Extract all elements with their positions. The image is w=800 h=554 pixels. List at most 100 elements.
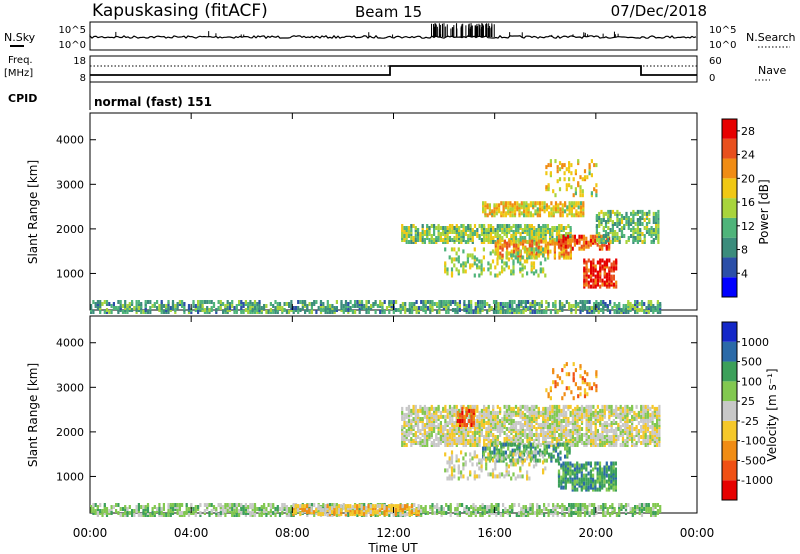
- power-cell: [623, 216, 626, 220]
- velocity-cell: [187, 507, 191, 511]
- power-cell: [512, 224, 515, 228]
- velocity-cell: [536, 450, 539, 455]
- power-cell: [183, 302, 186, 306]
- power-cell: [559, 201, 562, 206]
- velocity-cell: [451, 429, 454, 433]
- power-cell: [641, 214, 644, 218]
- power-cell: [176, 302, 179, 306]
- velocity-cell: [535, 417, 538, 421]
- power-cell: [532, 261, 536, 266]
- velocity-cell: [593, 511, 596, 515]
- power-cell: [539, 226, 543, 230]
- power-cell: [365, 304, 368, 308]
- velocity-cell: [489, 410, 493, 415]
- power-cell: [632, 232, 635, 236]
- power-cell: [537, 273, 540, 278]
- velocity-cell: [542, 417, 545, 421]
- power-cell: [435, 226, 438, 230]
- velocity-cell: [594, 425, 597, 429]
- velocity-cell: [376, 510, 379, 515]
- power-cell: [550, 201, 553, 206]
- velocity-cell: [508, 417, 511, 421]
- velocity-cell: [572, 511, 575, 515]
- velocity-cell: [509, 458, 512, 463]
- colorbar-frame: [721, 118, 738, 298]
- velocity-cell: [626, 419, 629, 423]
- power-cell: [520, 300, 523, 304]
- power-cell: [592, 268, 595, 273]
- power-cell: [472, 310, 475, 314]
- power-cell: [208, 308, 211, 312]
- power-cell: [570, 201, 573, 206]
- power-cell: [329, 308, 332, 312]
- velocity-cell: [467, 404, 470, 409]
- power-cell: [586, 306, 589, 310]
- velocity-cell: [442, 507, 445, 511]
- velocity-cell: [492, 509, 496, 513]
- velocity-cell: [523, 448, 526, 453]
- power-cell: [501, 253, 504, 258]
- velocity-cell: [656, 406, 659, 411]
- power-cell: [383, 310, 386, 314]
- velocity-cell: [383, 512, 386, 517]
- power-cell: [433, 302, 436, 306]
- power-cell: [625, 220, 628, 224]
- velocity-cell: [423, 435, 426, 439]
- velocity-cell: [420, 505, 423, 509]
- velocity-cell: [226, 503, 229, 507]
- velocity-cell: [546, 406, 549, 411]
- power-cell: [283, 302, 286, 306]
- velocity-cell: [444, 433, 447, 437]
- velocity-cell: [543, 503, 546, 507]
- power-cell: [561, 207, 564, 212]
- power-cell: [622, 304, 625, 308]
- velocity-cell: [530, 408, 533, 413]
- power-cell: [588, 300, 591, 304]
- power-cell: [532, 271, 536, 276]
- power-cell: [532, 253, 536, 258]
- velocity-cell: [131, 509, 134, 513]
- velocity-cell: [401, 410, 404, 415]
- power-cell: [105, 308, 109, 312]
- velocity-cell: [517, 511, 521, 515]
- power-cell: [131, 300, 134, 304]
- velocity-cell: [222, 505, 225, 509]
- velocity-cell: [574, 417, 577, 421]
- power-cell: [503, 239, 506, 244]
- power-cell: [444, 261, 447, 266]
- power-cell: [643, 310, 646, 314]
- power-cell: [494, 247, 497, 252]
- velocity-cell: [331, 506, 334, 511]
- power-cell: [512, 253, 515, 258]
- power-cell: [372, 302, 375, 306]
- power-cell: [544, 224, 547, 228]
- power-cell: [640, 300, 644, 304]
- velocity-cell: [462, 441, 465, 445]
- velocity-cell: [219, 511, 222, 515]
- power-cell: [433, 224, 436, 228]
- power-cell: [600, 218, 603, 222]
- power-cell: [335, 300, 338, 304]
- power-cell: [528, 232, 531, 236]
- power-cell: [306, 304, 309, 308]
- velocity-cell: [244, 503, 247, 507]
- power-cell: [652, 216, 655, 220]
- velocity-cell: [571, 419, 574, 423]
- power-cell: [281, 306, 284, 310]
- power-cell: [356, 304, 359, 308]
- power-cell: [448, 255, 451, 260]
- power-cell: [603, 280, 606, 285]
- velocity-cell: [322, 503, 325, 507]
- velocity-cell: [569, 429, 572, 433]
- velocity-cell: [626, 431, 629, 435]
- velocity-cell: [306, 504, 309, 509]
- power-cell: [609, 300, 612, 304]
- velocity-cell: [528, 406, 531, 411]
- power-cell: [578, 234, 581, 239]
- power-cell: [392, 300, 395, 304]
- power-cell: [585, 236, 588, 241]
- power-cell: [447, 300, 450, 304]
- power-cell: [519, 261, 522, 266]
- velocity-cell: [324, 512, 327, 517]
- velocity-cell: [481, 503, 484, 507]
